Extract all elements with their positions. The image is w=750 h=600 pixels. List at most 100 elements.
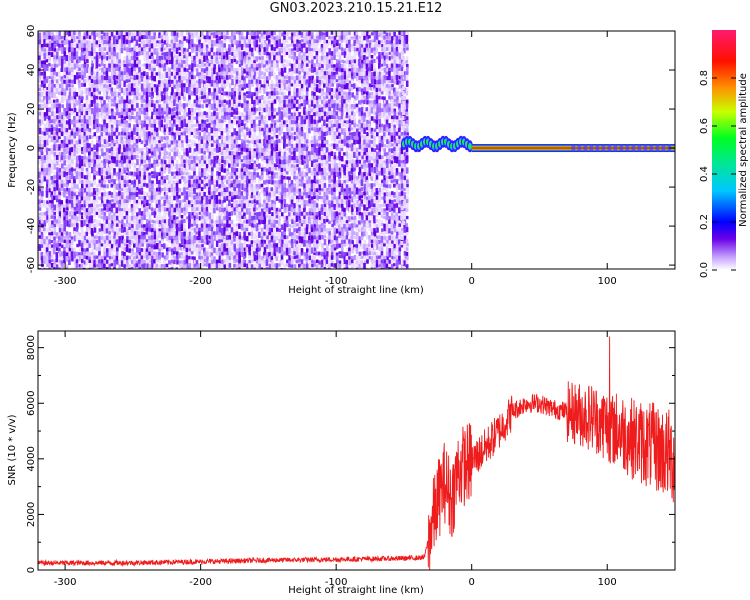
spectrogram-cell	[66, 180, 69, 186]
spectrogram-cell	[273, 140, 277, 144]
spectrogram-cell	[245, 171, 249, 177]
spectrogram-cell	[98, 188, 101, 192]
spectrogram-cell	[178, 92, 182, 97]
spectrogram-cell	[93, 243, 97, 250]
spectrogram-cell	[123, 139, 127, 146]
spectrogram-cell	[140, 220, 144, 226]
spectrogram-cell	[195, 175, 199, 181]
spectrogram-cell	[160, 127, 164, 133]
spectrogram-cell	[203, 215, 207, 221]
spectrogram-cell	[93, 175, 96, 182]
spectrogram-cell	[95, 40, 99, 46]
spectrogram-cell	[130, 104, 134, 108]
spectrogram-cell	[38, 220, 42, 226]
spectrogram-cell	[131, 159, 134, 164]
spectrogram-cell	[218, 39, 222, 47]
spectrogram-cell	[156, 51, 159, 59]
spectrogram-cell	[128, 144, 131, 148]
spectrogram-cell	[63, 224, 66, 229]
spectrogram-cell	[40, 227, 44, 232]
spectrogram-cell	[206, 247, 209, 254]
spectrogram-cell	[46, 107, 49, 114]
spectrogram-cell	[261, 155, 264, 162]
spectrogram-cell	[191, 227, 194, 231]
spectrogram-cell	[248, 47, 252, 54]
spectrogram-cell	[93, 132, 97, 137]
spectrogram-cell	[160, 91, 164, 96]
spectrogram-cell	[230, 203, 234, 208]
spectrogram-cell	[215, 231, 219, 235]
spectrogram-cell	[191, 124, 194, 130]
spectrogram-cell	[103, 152, 106, 158]
spectrogram-cell	[128, 115, 132, 122]
spectrogram-cell	[220, 183, 224, 189]
spectrogram-cell	[175, 140, 179, 144]
spectrogram-cell	[165, 195, 169, 202]
spectrogram-cell	[135, 119, 139, 124]
spectrogram-cell	[243, 63, 246, 67]
spectrogram-cell	[228, 51, 231, 55]
spectrogram-cell	[130, 263, 134, 269]
spectrogram-cell	[145, 219, 149, 225]
spectrogram-cell	[38, 127, 42, 135]
spectrogram-cell	[100, 43, 104, 49]
spectrogram-cell	[133, 195, 136, 200]
spectrogram-cell	[43, 199, 46, 206]
spectrogram-cell	[225, 159, 229, 164]
spectrogram-cell	[45, 236, 49, 242]
spectrogram-cell	[103, 184, 106, 189]
spectrogram-cell	[155, 243, 159, 250]
spectrogram-cell	[43, 84, 46, 91]
spectrogram-cell	[213, 220, 217, 227]
spectrogram-cell	[118, 267, 121, 269]
spectrogram-cell	[195, 83, 199, 87]
spectrogram-cell	[128, 47, 132, 54]
spectrogram-cell	[120, 171, 124, 177]
spectrogram-cell	[220, 43, 224, 48]
spectrogram-cell	[51, 179, 54, 186]
spectrogram-cell	[83, 79, 86, 85]
spectrogram-cell	[60, 200, 64, 206]
spectrogram-cell	[73, 196, 76, 202]
spectrogram-cell	[228, 183, 232, 188]
spectrogram-cell	[263, 139, 266, 146]
spectrogram-cell	[195, 183, 199, 190]
spectrogram-cell	[48, 112, 51, 118]
spectrogram-cell	[83, 64, 86, 69]
spectrogram-cell	[233, 148, 236, 154]
spectrogram-cell	[58, 168, 62, 173]
spectrogram-cell	[116, 84, 119, 89]
spectrogram-cell	[63, 47, 66, 53]
spectrogram-cell	[248, 103, 252, 107]
spectrogram-cell	[203, 236, 207, 240]
spectrogram-cell	[103, 211, 107, 218]
spectrogram-cell	[158, 151, 162, 156]
spectrogram-cell	[193, 235, 196, 241]
spectrogram-cell	[270, 131, 274, 135]
spectrogram-cell	[191, 204, 194, 208]
spectrogram-cell	[270, 103, 274, 109]
spectrogram-cell	[88, 43, 91, 49]
spectrogram-cell	[113, 187, 116, 194]
spectrogram-cell	[80, 171, 84, 179]
spectrogram-cell	[163, 47, 166, 51]
spectrogram-cell	[138, 211, 142, 216]
spectrogram-cell	[93, 195, 96, 203]
spectrogram-cell	[108, 259, 111, 266]
spectrogram-cell	[95, 52, 99, 58]
spectrogram-cell	[235, 43, 239, 50]
spectrogram-cell	[225, 48, 229, 54]
spectrogram-cell	[56, 184, 59, 191]
spectrogram-cell	[168, 199, 172, 207]
spectrogram-cell	[228, 112, 231, 117]
spectrogram-cell	[76, 184, 79, 189]
spectrogram-cell	[195, 215, 199, 221]
spectrogram-cell	[66, 235, 69, 242]
spectrogram-cell	[205, 135, 209, 141]
spectrogram-cell	[243, 199, 247, 207]
spectrogram-cell	[148, 251, 151, 256]
spectrogram-cell	[118, 239, 121, 245]
spectrogram-cell	[91, 192, 94, 197]
spectrogram-cell	[258, 259, 261, 265]
spectrogram-cell	[113, 247, 116, 253]
